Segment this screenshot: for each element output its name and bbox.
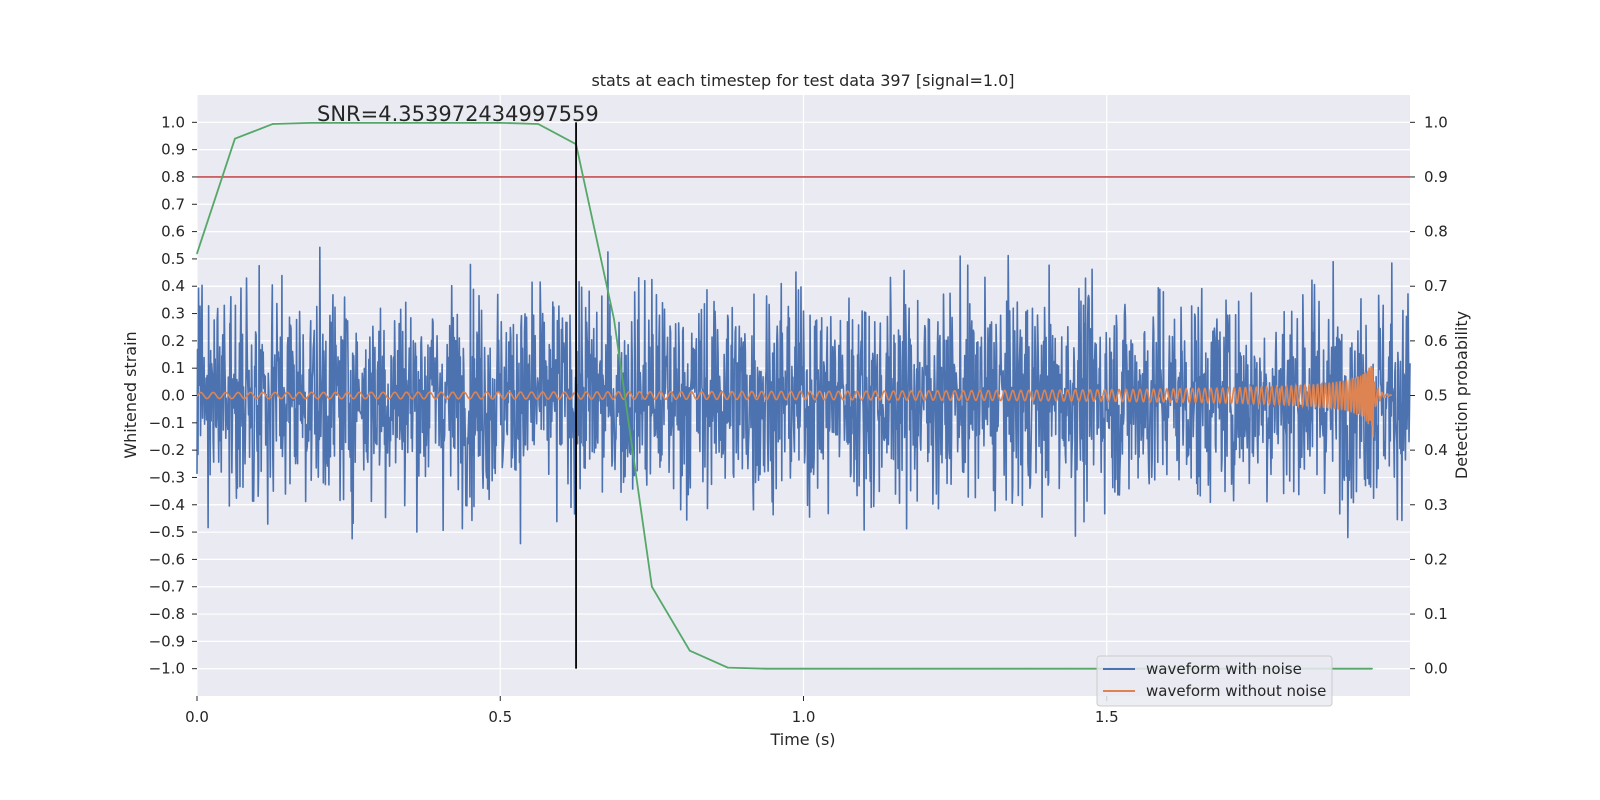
detection-probability-point	[992, 667, 994, 670]
noisy-waveform-line	[196, 246, 1411, 545]
y-tick-label: −0.2	[149, 441, 185, 459]
y-tick-label: −0.8	[149, 605, 185, 623]
legend-box	[1096, 655, 1333, 707]
x-axis-label: Time (s)	[769, 730, 835, 749]
y2-tick-label: 0.6	[1424, 332, 1448, 350]
y2-tick-label: 0.0	[1424, 660, 1448, 678]
detection-probability-point	[1030, 667, 1032, 670]
y-tick-label: −0.4	[149, 496, 185, 514]
x-tick-label: 0.0	[185, 708, 209, 726]
y2-tick-label: 0.3	[1424, 496, 1448, 514]
detection-probability-point	[309, 122, 312, 124]
y-tick-label: 0.9	[161, 141, 185, 159]
detection-probability-point	[802, 667, 805, 670]
y-tick-label: 0.1	[161, 359, 185, 377]
detection-probability-point	[196, 252, 198, 255]
y2-tick-label: 0.5	[1424, 387, 1448, 405]
y-tick-label: 0.0	[161, 387, 185, 405]
y2-axis-label: Detection probability	[1452, 311, 1471, 479]
detection-probability-point	[878, 667, 881, 670]
detection-probability-point	[688, 649, 691, 652]
detection-probability-point	[461, 122, 464, 124]
legend-label-clean: waveform without noise	[1146, 682, 1326, 700]
y-tick-label: −1.0	[149, 660, 185, 678]
y2-tick-label: 0.1	[1424, 605, 1448, 623]
x-tick-label: 1.0	[792, 708, 816, 726]
y-tick-label: 0.3	[161, 305, 185, 323]
y-tick-label: 0.7	[161, 195, 185, 213]
detection-probability-point	[537, 123, 539, 125]
y-tick-label: −0.9	[149, 632, 185, 650]
y-tick-label: 0.4	[161, 277, 185, 295]
detection-probability-point	[499, 122, 502, 124]
y-tick-label: −0.1	[149, 414, 185, 432]
detection-probability-point	[651, 585, 653, 588]
chart-title: stats at each timestep for test data 397…	[591, 71, 1014, 90]
detection-probability-point	[726, 666, 729, 669]
axes: 0.0 0.5 1.0 1.5 1.0 0.9 0.8 0.7 0.6 0.5 0.4 0.3 0.2 0…	[149, 113, 1448, 726]
y-axis-label: Whitened strain	[121, 331, 140, 458]
detection-probability-point	[840, 667, 843, 670]
detection-probability-point	[954, 667, 956, 670]
y-tick-label: −0.3	[149, 468, 185, 486]
detection-probability-point	[613, 318, 615, 320]
detection-probability-point	[272, 123, 274, 125]
y2-tick-label: 1.0	[1424, 113, 1448, 131]
detection-probability-point	[1371, 667, 1373, 670]
y2-tick-label: 0.4	[1424, 441, 1448, 459]
detection-probability-point	[1068, 667, 1070, 670]
y2-tick-label: 0.9	[1424, 168, 1448, 186]
y-tick-label: −0.7	[149, 578, 185, 596]
detection-probability-point	[347, 122, 350, 124]
y-tick-label: −0.5	[149, 523, 185, 541]
detection-probability-point	[423, 122, 426, 124]
y2-tick-label: 0.2	[1424, 550, 1448, 568]
y-tick-label: 0.8	[161, 168, 185, 186]
clean-waveform-line	[196, 365, 1393, 438]
y2-tick-label: 0.8	[1424, 223, 1448, 241]
y-tick-label: 0.6	[161, 223, 185, 241]
y-tick-label: 1.0	[161, 113, 185, 131]
y-tick-label: 0.5	[161, 250, 185, 268]
y-tick-label: −0.6	[149, 550, 185, 568]
y-tick-label: 0.2	[161, 332, 185, 350]
x-tick-label: 1.5	[1095, 708, 1119, 726]
snr-annotation: SNR=4.353972434997559	[317, 102, 599, 126]
legend-label-noise: waveform with noise	[1146, 660, 1302, 678]
detection-probability-point	[916, 667, 919, 670]
y2-tick-label: 0.7	[1424, 277, 1448, 295]
detection-probability-point	[385, 122, 388, 124]
detection-probability-point	[234, 137, 236, 140]
detection-probability-point	[764, 667, 767, 670]
legend: waveform with noise waveform without noi…	[1096, 655, 1333, 707]
x-tick-label: 0.5	[488, 708, 512, 726]
